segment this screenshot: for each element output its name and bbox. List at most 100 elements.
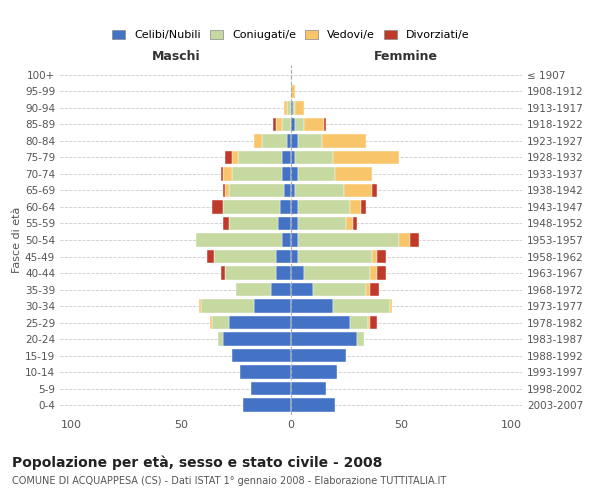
Bar: [410, 233, 419, 247]
Bar: [298, 250, 373, 264]
Bar: [357, 332, 364, 346]
Bar: [350, 316, 368, 330]
Bar: [251, 382, 291, 396]
Bar: [291, 398, 335, 412]
Bar: [298, 233, 399, 247]
Bar: [242, 398, 291, 412]
Bar: [291, 84, 295, 98]
Bar: [291, 134, 298, 147]
Bar: [291, 283, 313, 296]
Bar: [212, 316, 229, 330]
Bar: [214, 250, 275, 264]
Bar: [225, 184, 229, 197]
Bar: [295, 184, 344, 197]
Bar: [377, 250, 386, 264]
Bar: [196, 233, 282, 247]
Bar: [399, 233, 410, 247]
Bar: [350, 200, 361, 214]
Bar: [238, 150, 282, 164]
Bar: [280, 200, 291, 214]
Bar: [287, 101, 291, 114]
Bar: [291, 316, 350, 330]
Text: Popolazione per età, sesso e stato civile - 2008: Popolazione per età, sesso e stato civil…: [12, 455, 382, 469]
Bar: [346, 216, 353, 230]
Bar: [361, 200, 366, 214]
Bar: [218, 332, 223, 346]
Bar: [291, 184, 295, 197]
Bar: [373, 184, 377, 197]
Bar: [221, 167, 223, 180]
Bar: [335, 167, 373, 180]
Text: COMUNE DI ACQUAPPESA (CS) - Dati ISTAT 1° gennaio 2008 - Elaborazione TUTTITALIA: COMUNE DI ACQUAPPESA (CS) - Dati ISTAT 1…: [12, 476, 446, 486]
Bar: [291, 167, 298, 180]
Bar: [282, 167, 291, 180]
Text: Maschi: Maschi: [152, 50, 201, 64]
Bar: [284, 101, 287, 114]
Bar: [282, 150, 291, 164]
Bar: [370, 266, 377, 280]
Bar: [291, 332, 357, 346]
Bar: [304, 118, 324, 131]
Bar: [271, 283, 291, 296]
Bar: [377, 266, 386, 280]
Bar: [229, 216, 278, 230]
Bar: [291, 200, 298, 214]
Bar: [291, 366, 337, 379]
Bar: [366, 283, 370, 296]
Bar: [223, 216, 229, 230]
Bar: [291, 233, 298, 247]
Bar: [313, 283, 366, 296]
Bar: [223, 167, 232, 180]
Bar: [295, 150, 333, 164]
Bar: [223, 200, 280, 214]
Bar: [275, 118, 282, 131]
Bar: [368, 316, 370, 330]
Bar: [201, 300, 254, 313]
Bar: [373, 250, 377, 264]
Bar: [262, 134, 287, 147]
Bar: [275, 266, 291, 280]
Bar: [295, 118, 304, 131]
Bar: [291, 250, 298, 264]
Bar: [291, 216, 298, 230]
Bar: [284, 184, 291, 197]
Bar: [344, 184, 373, 197]
Bar: [275, 250, 291, 264]
Bar: [225, 150, 232, 164]
Bar: [304, 266, 370, 280]
Bar: [298, 200, 350, 214]
Bar: [291, 349, 346, 362]
Bar: [295, 101, 304, 114]
Y-axis label: Fasce di età: Fasce di età: [12, 207, 22, 273]
Bar: [223, 184, 225, 197]
Bar: [254, 300, 291, 313]
Bar: [291, 101, 293, 114]
Bar: [208, 250, 214, 264]
Bar: [390, 300, 392, 313]
Bar: [225, 266, 275, 280]
Bar: [199, 300, 201, 313]
Bar: [370, 283, 379, 296]
Bar: [232, 349, 291, 362]
Bar: [353, 216, 357, 230]
Bar: [223, 332, 291, 346]
Bar: [282, 118, 291, 131]
Bar: [212, 200, 223, 214]
Bar: [298, 134, 322, 147]
Bar: [278, 216, 291, 230]
Bar: [291, 150, 295, 164]
Bar: [291, 118, 295, 131]
Bar: [324, 118, 326, 131]
Bar: [291, 300, 333, 313]
Bar: [322, 134, 366, 147]
Bar: [282, 233, 291, 247]
Bar: [298, 167, 335, 180]
Bar: [209, 316, 212, 330]
Bar: [232, 167, 282, 180]
Bar: [221, 266, 225, 280]
Legend: Celibi/Nubili, Coniugati/e, Vedovi/e, Divorziati/e: Celibi/Nubili, Coniugati/e, Vedovi/e, Di…: [108, 25, 474, 44]
Bar: [274, 118, 275, 131]
Bar: [298, 216, 346, 230]
Bar: [291, 266, 304, 280]
Text: Femmine: Femmine: [373, 50, 437, 64]
